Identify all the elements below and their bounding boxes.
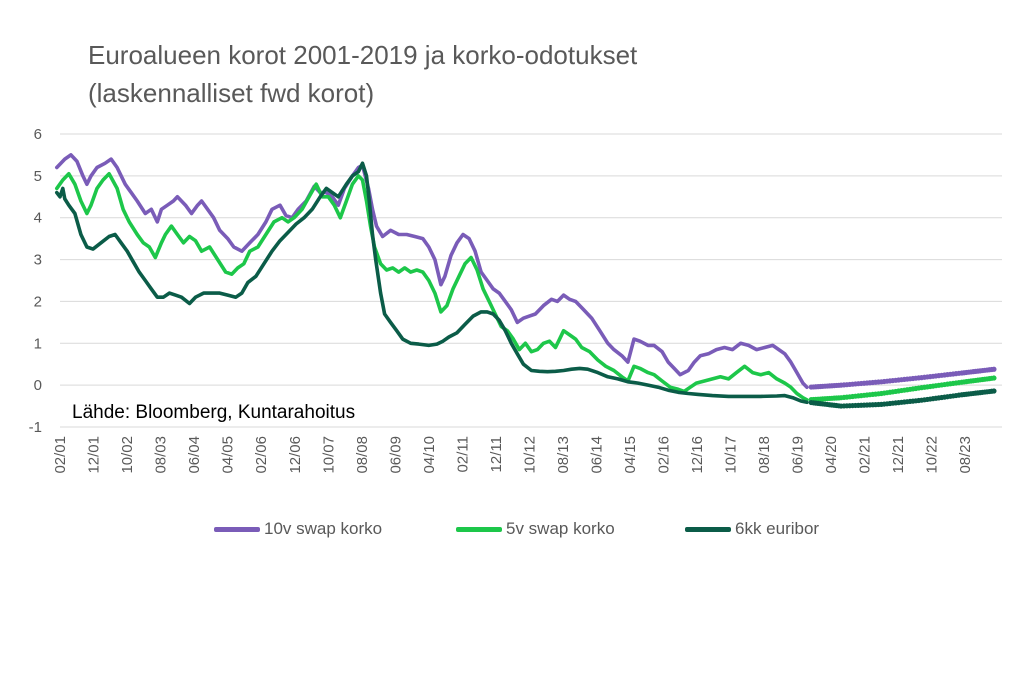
- x-tick-label: 12/11: [488, 436, 505, 472]
- x-tick-label: 02/01: [52, 436, 69, 474]
- x-tick-label: 08/03: [153, 436, 170, 474]
- y-tick-label: 3: [34, 252, 42, 269]
- legend-item-1: 10v swap korko: [214, 517, 382, 541]
- legend-item-2: 5v swap korko: [456, 517, 615, 541]
- x-tick-label: 02/11: [454, 436, 471, 472]
- y-tick-label: 2: [34, 293, 42, 310]
- x-tick-label: 12/06: [287, 436, 304, 474]
- source-note: Lähde: Bloomberg, Kuntarahoitus: [72, 402, 355, 423]
- forward-point-1: [991, 366, 997, 372]
- forward-point-2: [991, 375, 997, 381]
- y-axis: -1 0 1 2 3 4 5 6: [29, 126, 42, 436]
- x-tick-label: 02/16: [655, 436, 672, 474]
- legend-swatch: [214, 526, 260, 532]
- x-tick-label: 06/14: [588, 436, 605, 474]
- x-tick-label: 08/13: [555, 436, 572, 474]
- x-tick-label: 04/20: [823, 436, 840, 474]
- x-tick-label: 08/18: [756, 436, 773, 474]
- forward-point-3: [991, 388, 997, 394]
- legend-swatch: [456, 526, 502, 532]
- y-tick-label: 1: [34, 335, 42, 352]
- legend-label: 6kk euribor: [735, 519, 820, 538]
- x-tick-label: 12/16: [689, 436, 706, 474]
- series-line-2: [55, 172, 809, 402]
- y-tick-label: 4: [34, 210, 42, 227]
- chart-title-line-2: (laskennalliset fwd korot): [88, 78, 375, 108]
- x-tick-label: 10/22: [924, 436, 941, 474]
- y-tick-label: 6: [34, 126, 42, 143]
- series-line-3: [55, 161, 809, 405]
- x-tick-label: 08/23: [957, 436, 974, 474]
- x-tick-label: 10/12: [521, 436, 538, 474]
- legend: 10v swap korko 5v swap korko 6kk euribor: [0, 517, 1024, 541]
- x-tick-label: 10/07: [320, 436, 337, 474]
- x-tick-label: 06/09: [387, 436, 404, 474]
- x-tick-label: 12/01: [86, 436, 103, 474]
- y-tick-label: 0: [34, 377, 42, 394]
- x-axis: 02/01 12/01 10/02 08/03 06/04 04/05 02/06 12/06…: [52, 436, 974, 474]
- legend-item-3: 6kk euribor: [685, 517, 819, 541]
- x-tick-label: 10/17: [723, 436, 740, 474]
- x-tick-label: 08/08: [354, 436, 371, 474]
- x-tick-label: 04/10: [421, 436, 438, 474]
- x-tick-label: 10/02: [119, 436, 136, 474]
- x-tick-label: 06/19: [790, 436, 807, 474]
- legend-label: 5v swap korko: [506, 519, 615, 538]
- x-tick-label: 06/04: [186, 436, 203, 474]
- x-tick-label: 12/21: [890, 436, 907, 474]
- x-tick-label: 02/06: [253, 436, 270, 474]
- x-tick-label: 02/21: [857, 436, 874, 474]
- chart-title: Euroalueen korot 2001-2019 ja korko-odot…: [88, 36, 888, 112]
- legend-swatch: [685, 526, 731, 532]
- y-tick-label: 5: [34, 168, 42, 185]
- x-tick-label: 04/05: [220, 436, 237, 474]
- chart-title-line-1: Euroalueen korot 2001-2019 ja korko-odot…: [88, 40, 638, 70]
- series-line-1: [55, 153, 809, 389]
- legend-label: 10v swap korko: [264, 519, 383, 538]
- y-tick-label: -1: [29, 419, 42, 436]
- x-tick-label: 04/15: [622, 436, 639, 474]
- series: [55, 153, 997, 409]
